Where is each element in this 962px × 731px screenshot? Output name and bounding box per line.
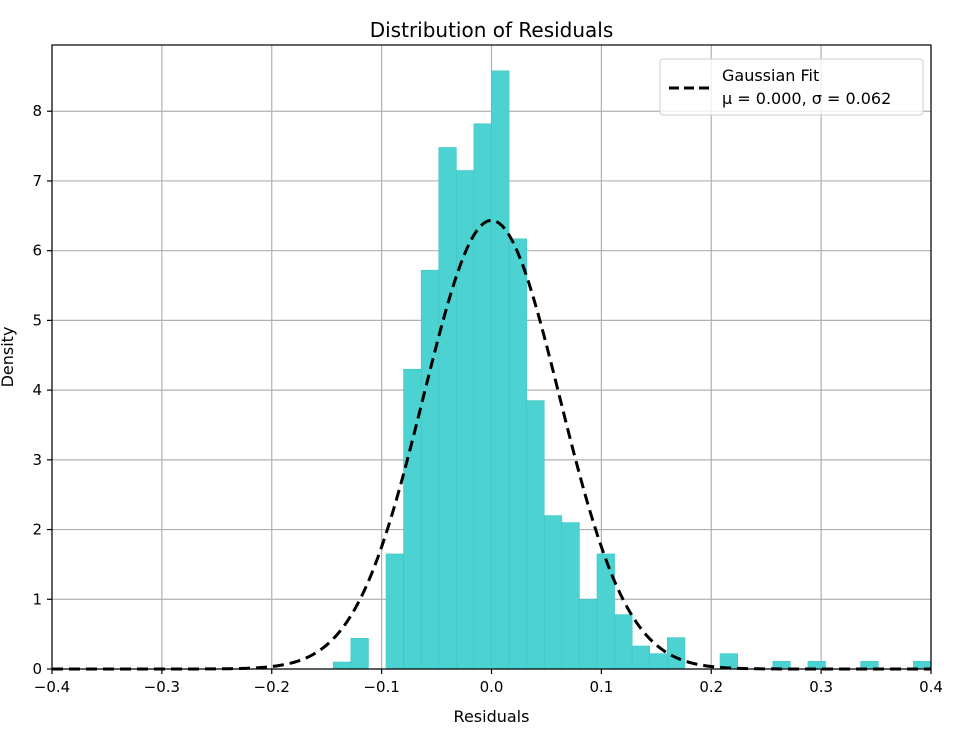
histogram-bar xyxy=(649,653,668,670)
x-tick-label: −0.4 xyxy=(34,678,70,696)
x-tick-label: −0.1 xyxy=(363,678,399,696)
histogram-bar xyxy=(666,637,686,670)
y-tick-label: 3 xyxy=(32,451,42,469)
histogram-bar xyxy=(491,70,510,670)
legend-label-gaussian-fit: Gaussian Fit xyxy=(722,66,819,85)
histogram-bar xyxy=(385,553,404,670)
legend-box xyxy=(659,58,924,116)
histogram-bar xyxy=(561,522,580,670)
x-tick-label: 0.1 xyxy=(589,678,613,696)
y-tick-label: 1 xyxy=(32,590,42,608)
histogram-bar xyxy=(332,661,352,670)
histogram-bar xyxy=(473,123,492,670)
legend: Gaussian Fit μ = 0.000, σ = 0.062 xyxy=(659,58,924,116)
axis-ticks: −0.4 −0.3 −0.2 −0.1 0.0 0.1 0.2 0.3 0.4 0 1 2 3 4 5 6 7 8 xyxy=(32,102,942,696)
y-tick-label: 5 xyxy=(32,311,42,329)
x-tick-label: 0.2 xyxy=(699,678,723,696)
y-tick-label: 4 xyxy=(32,381,42,399)
histogram-bar xyxy=(631,645,651,670)
y-tick-label: 6 xyxy=(32,242,42,260)
histogram-bar xyxy=(456,170,475,670)
x-tick-label: −0.3 xyxy=(144,678,180,696)
histogram-bar xyxy=(438,147,457,670)
x-tick-label: 0.3 xyxy=(809,678,833,696)
chart-title: Distribution of Residuals xyxy=(370,18,614,42)
y-axis-title: Density xyxy=(0,327,17,388)
y-tick-label: 2 xyxy=(32,521,42,539)
x-tick-label: 0.4 xyxy=(919,678,943,696)
x-tick-label: 0.0 xyxy=(480,678,504,696)
y-tick-label: 8 xyxy=(32,102,42,120)
histogram-bar xyxy=(543,515,563,670)
x-tick-label: −0.2 xyxy=(254,678,290,696)
y-tick-label: 0 xyxy=(32,660,42,678)
x-axis-title: Residuals xyxy=(454,707,530,726)
histogram-bars xyxy=(332,70,932,670)
histogram-bar xyxy=(420,269,440,670)
histogram-bar xyxy=(526,400,545,670)
histogram-bar xyxy=(596,553,615,670)
histogram-bar xyxy=(508,238,527,670)
histogram-bar xyxy=(614,614,633,670)
histogram-bar xyxy=(579,598,598,670)
histogram-bar xyxy=(350,638,369,670)
legend-label-fit-params: μ = 0.000, σ = 0.062 xyxy=(722,89,891,108)
y-tick-label: 7 xyxy=(32,172,42,190)
